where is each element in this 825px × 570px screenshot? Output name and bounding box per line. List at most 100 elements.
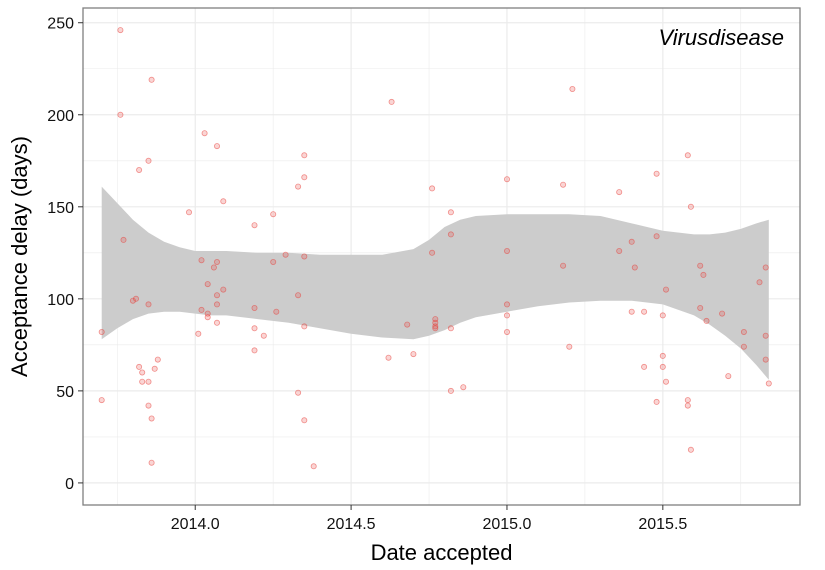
data-point <box>251 347 258 354</box>
data-point <box>132 295 139 302</box>
data-point <box>653 233 660 240</box>
data-point <box>117 27 124 34</box>
data-point <box>503 247 510 254</box>
data-point <box>659 363 666 370</box>
data-point <box>756 279 763 286</box>
data-point <box>117 111 124 118</box>
x-tick-label: 2015.0 <box>482 516 531 533</box>
data-point <box>503 328 510 335</box>
data-point <box>503 301 510 308</box>
panel-border <box>82 7 801 506</box>
x-axis-ticks: 2014.0 2014.5 2015.0 2015.5 <box>171 505 687 533</box>
data-point <box>213 258 220 265</box>
x-axis-title: Date accepted <box>371 540 513 565</box>
data-point <box>684 152 691 159</box>
data-point <box>659 352 666 359</box>
data-point <box>145 378 152 385</box>
data-point <box>310 463 317 470</box>
data-point <box>566 343 573 350</box>
smoothing-confidence-band <box>101 186 769 380</box>
data-point <box>148 76 155 83</box>
data-point <box>270 258 277 265</box>
data-point <box>220 286 227 293</box>
data-point <box>697 262 704 269</box>
data-point <box>185 209 192 216</box>
y-axis-title: Acceptance delay (days) <box>7 136 32 377</box>
data-point <box>295 389 302 396</box>
data-point <box>385 354 392 361</box>
y-tick-label: 0 <box>65 476 74 493</box>
x-tick-label: 2014.0 <box>171 516 220 533</box>
data-point <box>429 249 436 256</box>
data-point <box>697 304 704 311</box>
data-point <box>684 397 691 404</box>
data-point <box>204 281 211 288</box>
data-point <box>198 306 205 313</box>
data-point <box>145 402 152 409</box>
data-point <box>251 304 258 311</box>
data-point <box>251 325 258 332</box>
y-tick-label: 250 <box>47 16 74 33</box>
y-tick-label: 100 <box>47 292 74 309</box>
data-point <box>404 321 411 328</box>
data-point <box>295 292 302 299</box>
data-point <box>260 332 267 339</box>
data-point <box>631 264 638 271</box>
data-points <box>98 27 772 470</box>
data-point <box>429 185 436 192</box>
data-point <box>641 363 648 370</box>
data-point <box>251 222 258 229</box>
data-point <box>762 332 769 339</box>
data-point <box>145 301 152 308</box>
data-point <box>282 251 289 258</box>
data-point <box>270 211 277 218</box>
y-axis-ticks: 0 50 100 150 200 250 <box>47 16 83 493</box>
data-point <box>129 297 136 304</box>
data-point <box>98 328 105 335</box>
data-point <box>210 264 217 271</box>
data-point <box>204 314 211 321</box>
data-point <box>432 323 439 330</box>
x-tick-label: 2015.5 <box>638 516 687 533</box>
data-point <box>765 380 772 387</box>
data-point <box>410 351 417 358</box>
data-point <box>213 143 220 150</box>
data-point <box>301 253 308 260</box>
data-point <box>740 343 747 350</box>
data-point <box>700 271 707 278</box>
data-point <box>220 198 227 205</box>
data-point <box>687 446 694 453</box>
data-point <box>569 86 576 93</box>
data-point <box>447 231 454 238</box>
data-point <box>616 189 623 196</box>
data-point <box>687 203 694 210</box>
data-point <box>447 387 454 394</box>
data-point <box>628 308 635 315</box>
data-point <box>301 323 308 330</box>
x-tick-label: 2014.5 <box>327 516 376 533</box>
data-point <box>432 325 439 332</box>
data-point <box>725 373 732 380</box>
data-point <box>139 378 146 385</box>
data-point <box>447 325 454 332</box>
data-point <box>684 402 691 409</box>
data-point <box>136 166 143 173</box>
data-point <box>641 308 648 315</box>
data-point <box>301 152 308 159</box>
data-point <box>719 310 726 317</box>
y-tick-label: 150 <box>47 200 74 217</box>
data-point <box>762 264 769 271</box>
data-point <box>145 157 152 164</box>
data-point <box>447 209 454 216</box>
data-point <box>120 236 127 243</box>
data-point <box>136 363 143 370</box>
data-point <box>503 312 510 319</box>
data-point <box>740 328 747 335</box>
data-point <box>388 98 395 105</box>
data-point <box>213 301 220 308</box>
data-point <box>201 130 208 137</box>
data-point <box>213 292 220 299</box>
data-point <box>653 170 660 177</box>
data-point <box>663 378 670 385</box>
